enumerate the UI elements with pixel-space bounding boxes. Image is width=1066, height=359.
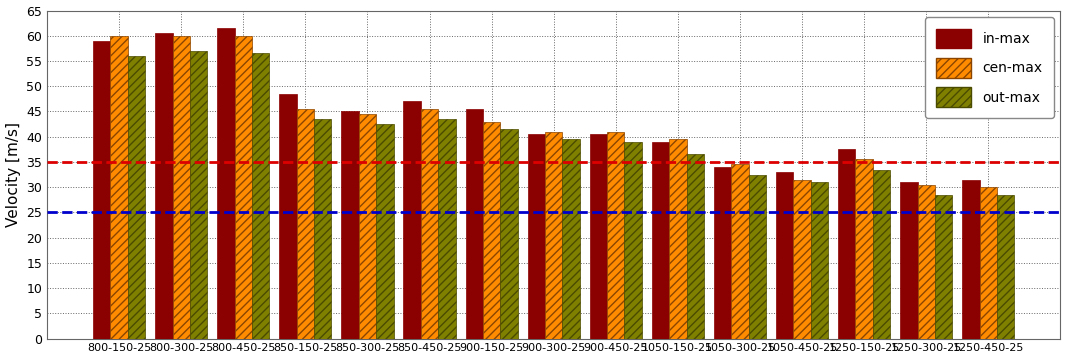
Bar — [500, 129, 518, 339]
Bar — [980, 187, 997, 339]
Bar — [376, 124, 393, 339]
Bar — [918, 185, 935, 339]
Bar — [748, 174, 766, 339]
Bar — [252, 53, 270, 339]
Bar — [93, 41, 111, 339]
Bar — [403, 101, 421, 339]
Bar — [855, 159, 873, 339]
Bar — [545, 132, 563, 339]
Bar — [589, 134, 608, 339]
Bar — [359, 114, 376, 339]
Bar — [687, 154, 704, 339]
Bar — [341, 112, 359, 339]
Bar — [466, 109, 483, 339]
Bar — [128, 56, 145, 339]
Bar — [314, 119, 332, 339]
Bar — [963, 180, 980, 339]
Bar — [776, 172, 793, 339]
Legend: in-max, cen-max, out-max: in-max, cen-max, out-max — [925, 18, 1053, 118]
Bar — [873, 169, 890, 339]
Bar — [900, 182, 918, 339]
Bar — [296, 109, 314, 339]
Bar — [190, 51, 207, 339]
Bar — [111, 36, 128, 339]
Bar — [811, 182, 828, 339]
Bar — [651, 142, 669, 339]
Bar — [421, 109, 438, 339]
Bar — [838, 149, 855, 339]
Bar — [793, 180, 811, 339]
Bar — [156, 33, 173, 339]
Bar — [438, 119, 455, 339]
Bar — [608, 132, 625, 339]
Bar — [669, 139, 687, 339]
Bar — [997, 195, 1015, 339]
Bar — [563, 139, 580, 339]
Bar — [217, 28, 235, 339]
Bar — [173, 36, 190, 339]
Bar — [528, 134, 545, 339]
Bar — [625, 142, 642, 339]
Bar — [483, 122, 500, 339]
Bar — [714, 167, 731, 339]
Bar — [235, 36, 252, 339]
Y-axis label: Velocity [m/s]: Velocity [m/s] — [5, 122, 20, 227]
Bar — [935, 195, 952, 339]
Bar — [279, 94, 296, 339]
Bar — [731, 164, 748, 339]
